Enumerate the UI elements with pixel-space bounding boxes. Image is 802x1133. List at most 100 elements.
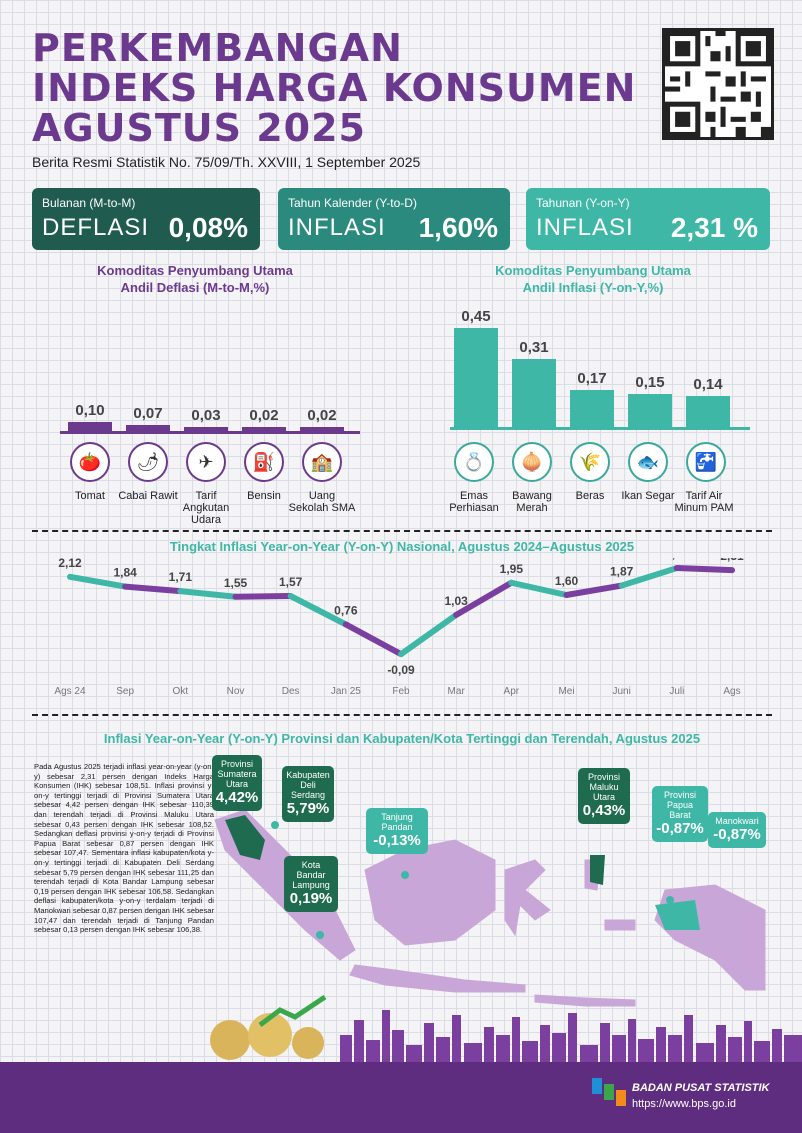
page-title: PERKEMBANGAN INDEKS HARGA KONSUMEN AGUST… <box>32 28 636 148</box>
callout-deli-serdang: Kabupaten Deli Serdang 5,79% <box>282 766 334 822</box>
callout-value: -0,87% <box>713 826 761 843</box>
title-line-2: INDEKS HARGA KONSUMEN <box>32 66 637 110</box>
line-segment <box>177 588 239 600</box>
line-point-label: 1,55 <box>224 576 248 590</box>
inflasi-bar <box>454 328 498 427</box>
fish-icon: 🐟 <box>628 442 668 482</box>
x-tick-label: Jan 25 <box>331 686 361 697</box>
inflasi-section-title: Komoditas Penyumbang Utama Andil Inflasi… <box>458 262 728 296</box>
inflasi-bar-value-label: 0,31 <box>519 338 549 356</box>
card-yoy-kind: INFLASI <box>536 214 634 241</box>
inflasi-cat-label: Tarif Air Minum PAM <box>674 490 734 514</box>
line-point-label: 1,95 <box>500 562 524 576</box>
deflasi-bar <box>68 422 112 431</box>
line-point-label: 2,12 <box>58 558 82 570</box>
deflasi-title-line1: Komoditas Penyumbang Utama <box>97 263 293 278</box>
school-icon: 🏫 <box>302 442 342 482</box>
deflasi-bar-value-label: 0,02 <box>307 407 337 424</box>
sulawesi-shape <box>504 859 551 937</box>
line-segment <box>67 573 129 590</box>
deflasi-bar-value-label: 0,02 <box>249 407 279 424</box>
inflasi-baseline <box>450 427 750 430</box>
deflasi-bar <box>242 427 286 431</box>
callout-value: -0,13% <box>373 832 421 849</box>
callout-name: Provinsi Maluku Utara <box>587 772 620 802</box>
deflasi-cat-label: Cabai Rawit <box>118 490 178 502</box>
deflasi-cat-label: Uang Sekolah SMA <box>288 490 356 514</box>
inflasi-bar-value-label: 0,45 <box>461 308 491 325</box>
x-tick-label: Juli <box>669 686 684 697</box>
x-tick-label: Nov <box>227 686 245 697</box>
x-tick-label: Feb <box>392 686 410 697</box>
tomato-icon: 🍅 <box>70 442 110 482</box>
callout-value: 4,42% <box>215 789 259 806</box>
callout-sumatera-utara: Provinsi Sumatera Utara 4,42% <box>212 755 262 811</box>
money-bags-icon <box>210 995 327 1060</box>
line-point-label: 2,37 <box>665 558 689 561</box>
fuel-pump-icon: ⛽ <box>244 442 284 482</box>
deli-serdang-marker <box>271 821 279 829</box>
rice-sack-icon: 🌾 <box>570 442 610 482</box>
deflasi-baseline <box>60 431 360 434</box>
line-segment <box>398 611 460 658</box>
bandar-lampung-marker <box>316 931 324 939</box>
deflasi-cat-label: Bensin <box>247 490 281 502</box>
footer-url[interactable]: https://www.bps.go.id <box>632 1098 736 1110</box>
callout-name: Provinsi Sumatera Utara <box>217 759 257 789</box>
deflasi-title-line2: Andil Deflasi (M-to-M,%) <box>120 280 270 295</box>
line-segment <box>563 582 625 598</box>
indonesia-map <box>214 809 766 1007</box>
line-segment <box>453 579 515 618</box>
java-shape <box>349 964 526 993</box>
card-monthly-kind: DEFLASI <box>42 214 150 241</box>
x-tick-label: Apr <box>504 686 520 697</box>
card-monthly: Bulanan (M-to-M) DEFLASI 0,08% <box>32 188 260 250</box>
callout-value: 0,43% <box>582 802 626 819</box>
deflasi-bar <box>300 427 344 431</box>
bps-logo-icon <box>588 1074 628 1114</box>
x-tick-label: Des <box>282 686 300 697</box>
papua-barat-highlight <box>655 900 700 930</box>
callout-papua-barat: Provinsi Papua Barat -0,87% <box>652 786 708 842</box>
callout-manokwari: Manokwari -0,87% <box>708 812 766 848</box>
deflasi-bar <box>184 427 228 431</box>
card-ytd: Tahun Kalender (Y-to-D) INFLASI 1,60% <box>278 188 510 250</box>
sumatera-utara-highlight <box>225 815 265 860</box>
line-segment <box>287 593 349 628</box>
x-tick-label: Ags 24 <box>54 686 86 697</box>
callout-name: Manokwari <box>715 816 759 826</box>
deflasi-section-title: Komoditas Penyumbang Utama Andil Deflasi… <box>60 262 330 296</box>
title-line-3: AGUSTUS 2025 <box>32 106 366 150</box>
inflasi-title-line2: Andil Inflasi (Y-on-Y,%) <box>522 280 664 295</box>
inflasi-bar <box>570 389 614 427</box>
x-tick-label: Ags <box>723 686 740 697</box>
callout-value: -0,87% <box>656 820 704 837</box>
inflasi-cat-label: Emas Perhiasan <box>449 490 499 514</box>
qr-code-icon[interactable] <box>662 28 774 140</box>
callout-name: Kota Bandar Lampung <box>292 860 330 890</box>
x-tick-label: Sep <box>116 686 134 697</box>
callout-maluku-utara: Provinsi Maluku Utara 0,43% <box>578 768 630 824</box>
line-point-label: 2,31 <box>720 558 744 563</box>
line-segment <box>673 565 735 574</box>
airplane-icon: ✈ <box>186 442 226 482</box>
divider <box>32 714 772 716</box>
callout-bandar-lampung: Kota Bandar Lampung 0,19% <box>284 856 338 912</box>
tanjung-pandan-marker <box>401 871 409 879</box>
callout-tanjung-pandan: Tanjung Pandan -0,13% <box>366 808 428 854</box>
inflasi-bar-value-label: 0,14 <box>693 376 723 394</box>
divider <box>32 530 772 532</box>
x-tick-label: Mar <box>448 686 466 697</box>
line-segment <box>618 565 680 589</box>
callout-name: Kabupaten Deli Serdang <box>286 770 330 800</box>
deflasi-bar <box>126 424 170 431</box>
footer-org: BADAN PUSAT STATISTIK <box>632 1082 770 1094</box>
deflasi-cat-label: Tarif Angkutan Udara <box>182 490 230 526</box>
inflasi-cat-label: Beras <box>575 490 605 502</box>
chili-icon: 🌶 <box>128 442 168 482</box>
inflation-line-chart: 2,12 Ags 24 1,84 Sep 1,71 Okt 1,55 Nov 1,57 Des 0,… <box>54 558 744 697</box>
card-ytd-label: Tahun Kalender (Y-to-D) <box>288 196 417 210</box>
line-point-label: -0,09 <box>387 663 415 677</box>
line-point-label: 1,87 <box>610 565 634 579</box>
line-segment <box>232 593 294 600</box>
